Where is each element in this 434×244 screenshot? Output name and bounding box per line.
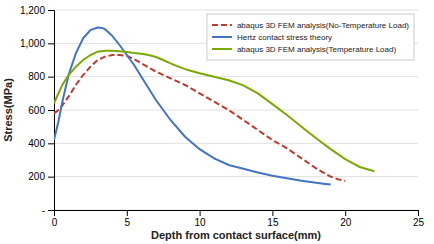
chart: 0 5 10 15 20 25 - 200 400 600 800 1,000 1,200 abaqus … <box>0 0 434 244</box>
grid-line <box>54 76 418 77</box>
tick-mark <box>48 110 54 111</box>
tick: 10 <box>195 210 207 228</box>
plot-area: 0 5 10 15 20 25 - 200 400 600 800 1,000 1,200 abaqus … <box>20 5 425 228</box>
tick-mark <box>48 177 54 178</box>
tick-mark <box>48 77 54 78</box>
tick: 600 <box>28 105 54 116</box>
tick: 25 <box>413 210 425 228</box>
y-axis: - 200 400 600 800 1,000 1,200 <box>20 5 55 216</box>
legend-label: abaqus 3D FEM analysis(No-Temperature Lo… <box>237 21 409 30</box>
grid-line <box>54 176 418 177</box>
tick-label: 1,200 <box>20 5 45 16</box>
tick: - <box>42 205 54 216</box>
tick-label: 15 <box>267 217 279 228</box>
grid-line <box>54 143 418 144</box>
grid-line <box>54 10 418 11</box>
tick: 5 <box>125 210 131 228</box>
legend-label: abaqus 3D FEM analysis(Temperature Load) <box>237 45 397 54</box>
tick-label: 800 <box>28 71 45 82</box>
tick-label: 400 <box>28 138 45 149</box>
y-axis-title: Stress(MPa) <box>2 78 14 142</box>
tick-mark <box>418 210 419 216</box>
tick-mark <box>48 43 54 44</box>
tick: 15 <box>267 210 279 228</box>
tick-mark <box>127 210 128 216</box>
legend-label: Hertz contact stress theory <box>237 33 332 42</box>
tick-label: 200 <box>28 171 45 182</box>
legend-swatch <box>212 24 232 26</box>
tick-mark <box>272 210 273 216</box>
series-line <box>54 51 374 171</box>
legend-swatch <box>212 48 232 50</box>
tick: 0 <box>52 210 58 228</box>
tick: 200 <box>28 171 54 182</box>
x-axis-title: Depth from contact surface(mm) <box>151 229 321 241</box>
tick-mark <box>200 210 201 216</box>
legend-swatch <box>212 36 232 38</box>
grid-line <box>54 110 418 111</box>
tick-label: 600 <box>28 105 45 116</box>
axis-line <box>48 11 55 211</box>
tick-label: 25 <box>413 217 425 228</box>
axis-line <box>55 211 419 217</box>
tick-label: 0 <box>52 217 58 228</box>
tick: 1,000 <box>20 38 54 49</box>
tick: 20 <box>340 210 352 228</box>
legend: abaqus 3D FEM analysis(No-Temperature Lo… <box>207 14 414 60</box>
tick-mark <box>345 210 346 216</box>
tick-label: 20 <box>340 217 352 228</box>
grid <box>54 10 418 210</box>
tick-label: - <box>42 205 45 216</box>
tick-label: 10 <box>195 217 207 228</box>
tick-mark <box>48 210 54 211</box>
tick: 800 <box>28 71 54 82</box>
tick-mark <box>48 10 54 11</box>
tick-label: 5 <box>125 217 131 228</box>
tick: 400 <box>28 138 54 149</box>
tick-mark <box>48 143 54 144</box>
x-axis: 0 5 10 15 20 25 <box>52 210 425 228</box>
tick: 1,200 <box>20 5 54 16</box>
tick-label: 1,000 <box>20 38 45 49</box>
legend-box <box>207 14 414 60</box>
